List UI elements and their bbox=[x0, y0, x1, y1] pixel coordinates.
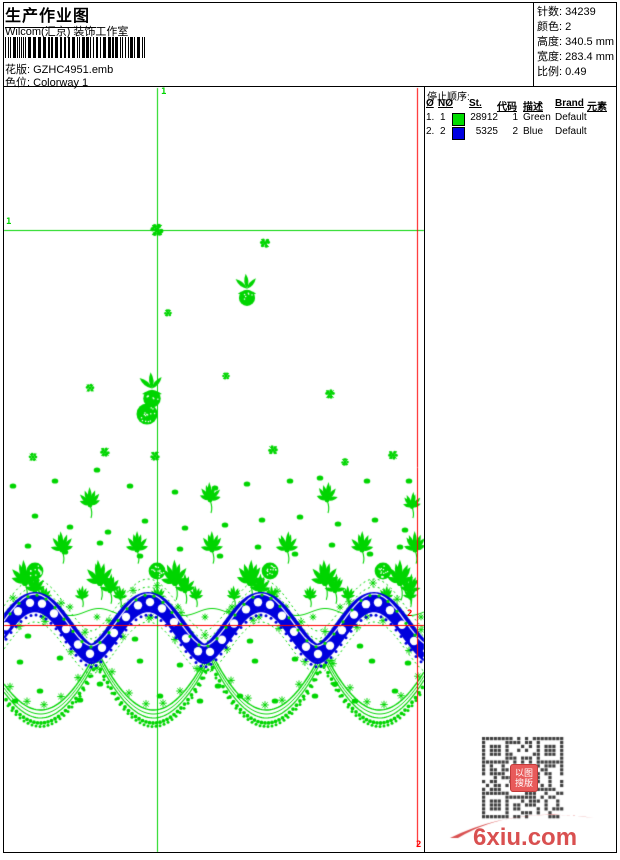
stats-divider bbox=[533, 2, 534, 86]
barcode bbox=[5, 37, 151, 58]
pattern-row: 花版: GZHC4951.emb bbox=[5, 61, 113, 77]
col-header-element: 元素 bbox=[587, 102, 607, 113]
stop-row-index: 1. bbox=[426, 112, 435, 123]
col-header-brand: Brand bbox=[555, 98, 584, 109]
stop-row-needle: 2 bbox=[440, 126, 446, 137]
col-header-desc: 描述 bbox=[523, 102, 543, 113]
stop-sequence-title: 停止顺序: bbox=[427, 92, 470, 103]
stop-sequence-panel: 停止顺序: Ø NØ St. 代码 描述 Brand 元素 1. 1 28912… bbox=[424, 86, 618, 386]
stop-row-brand: Default bbox=[555, 126, 587, 137]
watermark-text: 6xiu.com bbox=[473, 824, 578, 851]
colorway-label: 色位: bbox=[5, 77, 31, 89]
colorway-value: Colorway 1 bbox=[33, 77, 89, 89]
col-header-code: 代码 bbox=[497, 102, 517, 113]
stamp-text: 以图搜版 bbox=[514, 768, 533, 788]
stop-row-index: 2. bbox=[426, 126, 435, 137]
page-title: 生产作业图 bbox=[5, 2, 97, 28]
header-divider bbox=[3, 86, 617, 87]
stat-height: 高度: 340.5 mm bbox=[537, 36, 615, 48]
start-marker-color1: 1 bbox=[161, 87, 167, 97]
stop-row-code: 1 bbox=[512, 112, 518, 123]
col-header-stitches: St. bbox=[469, 98, 482, 109]
stop-row-code: 2 bbox=[512, 126, 518, 137]
studio-name: Wilcom(汇京) 装饰工作室 bbox=[5, 26, 129, 38]
color-swatch bbox=[452, 127, 465, 140]
sheet-border bbox=[3, 2, 617, 853]
pattern-label: 花版: bbox=[5, 64, 31, 76]
pattern-value: GZHC4951.emb bbox=[33, 64, 114, 76]
stat-width: 宽度: 283.4 mm bbox=[537, 51, 615, 63]
stop-marker-color2: 2 bbox=[416, 840, 422, 850]
design-stats: 针数: 34239 颜色: 2 高度: 340.5 mm 宽度: 283.4 m… bbox=[537, 5, 614, 80]
col-header-stop: Ø bbox=[426, 98, 434, 109]
colorway-row: 色位: Colorway 1 bbox=[5, 74, 88, 90]
stop-row-desc: Blue bbox=[523, 126, 544, 137]
stat-colors: 颜色: 2 bbox=[537, 21, 572, 33]
stop-row-needle: 1 bbox=[440, 112, 446, 123]
stop-row-brand: Default bbox=[555, 112, 587, 123]
stop-row-desc: Green bbox=[523, 112, 551, 123]
stat-stitches: 针数: 34239 bbox=[537, 6, 596, 18]
stop-row-stitches: 28912 bbox=[470, 112, 498, 123]
qr-center-stamp: 以图搜版 bbox=[510, 764, 538, 792]
color-swatch bbox=[452, 113, 465, 126]
stop-marker-color2-h: 2 bbox=[407, 609, 413, 619]
stop-row-stitches: 5325 bbox=[475, 126, 498, 137]
panel-divider bbox=[424, 86, 425, 852]
start-marker-color1-h: 1 bbox=[6, 217, 12, 227]
stat-scale: 比例: 0.49 bbox=[537, 66, 587, 78]
col-header-needle: NØ bbox=[438, 98, 453, 109]
